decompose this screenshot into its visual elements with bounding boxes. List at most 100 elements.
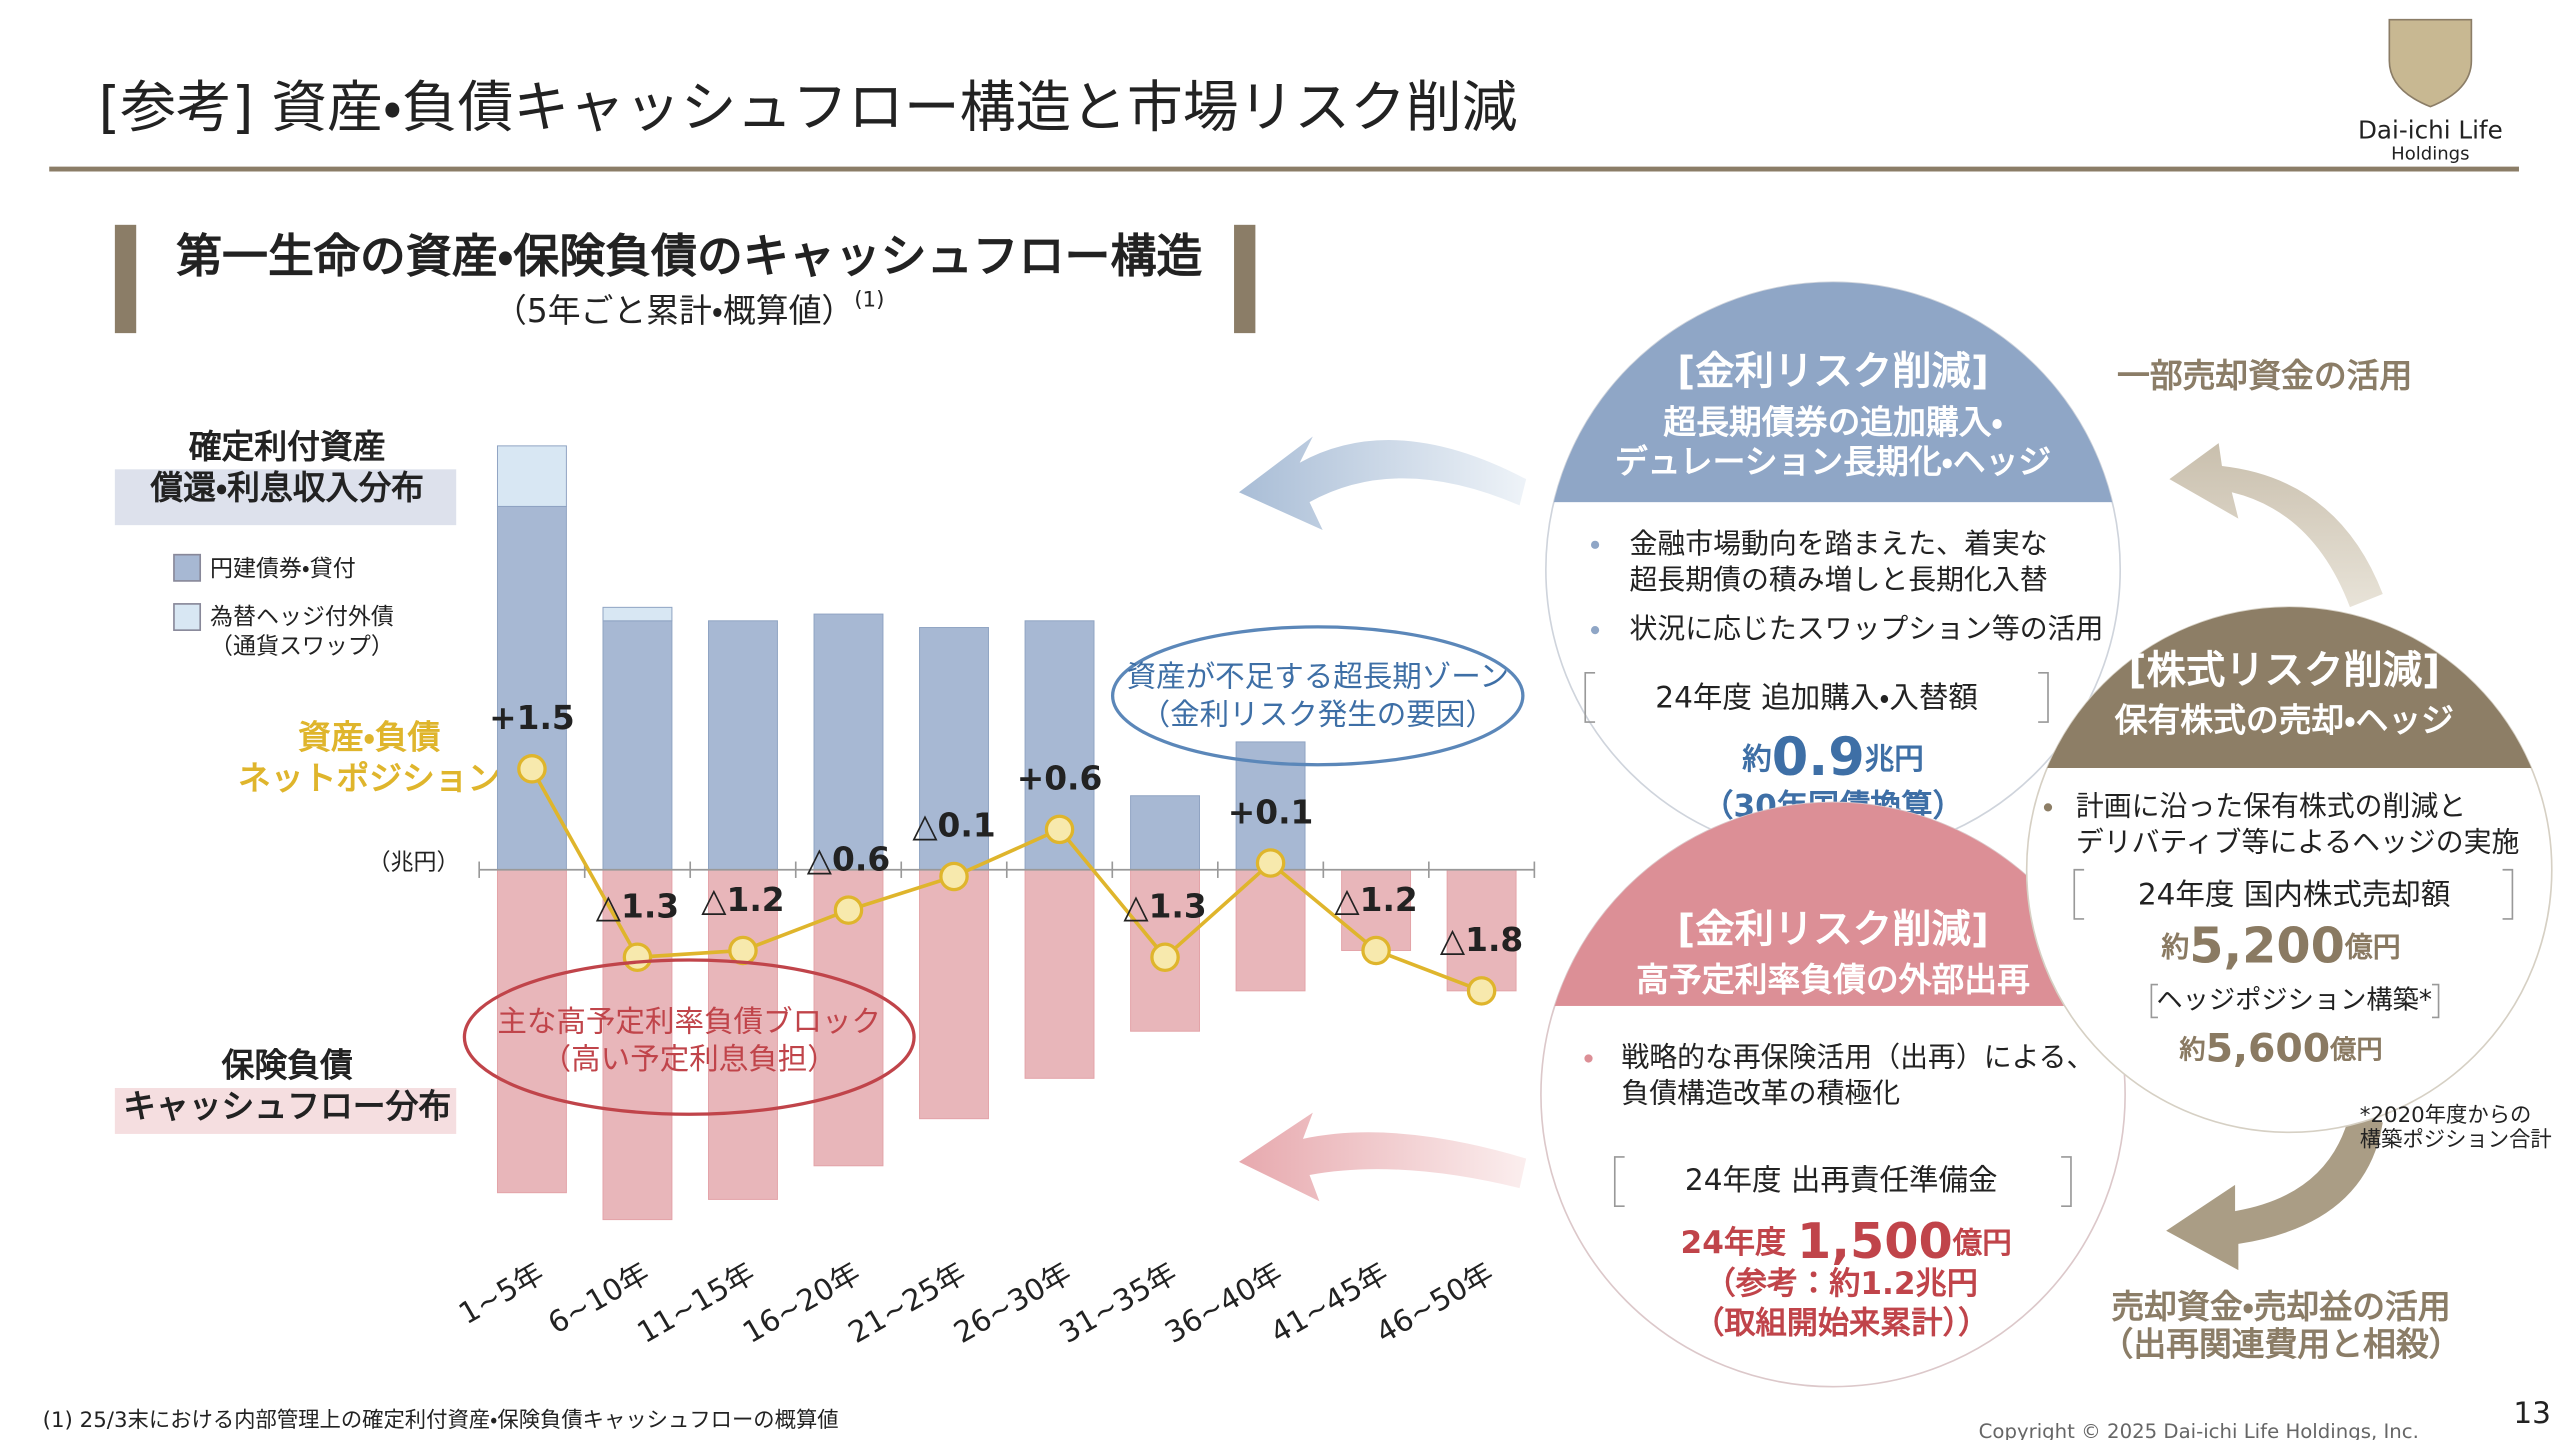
x-tick-label: 11~15年	[632, 1256, 761, 1350]
bar	[496, 869, 567, 1194]
circle-title: [金利リスク削減]	[1677, 349, 1989, 395]
x-tick-label: 31~35年	[1054, 1256, 1183, 1350]
amount-prefix: 約	[2161, 931, 2189, 964]
legend-label: 円建債券・貸付	[210, 556, 356, 582]
bullet-text: 状況に応じたスワップション等の活用	[1630, 612, 2104, 645]
bar	[602, 606, 673, 622]
copyright: Copyright © 2025 Dai-ichi Life Holdings,…	[1979, 1420, 2419, 1440]
data-label: △1.8	[1440, 921, 1523, 959]
x-tick-label: 21~25年	[843, 1256, 972, 1350]
legend-swatch	[173, 603, 202, 631]
bar	[1446, 869, 1517, 992]
net-point	[728, 935, 758, 966]
data-label: +0.1	[1228, 793, 1314, 831]
bullet-text: 金融市場動向を踏まえた、着実な超長期債の積み増しと長期化入替	[1630, 527, 2048, 596]
bullet	[1590, 626, 1600, 635]
page-title: [参考] 資産・負債キャッシュフロー構造と市場リスク削減	[98, 76, 1517, 141]
flow-label: 一部売却資金の活用	[2117, 357, 2412, 395]
equity-circle: [株式リスク削減] 保有株式の売却・ヘッジ 計画に沿った保有株式の削減とデリバテ…	[2025, 606, 2553, 1134]
bar	[813, 613, 884, 871]
annotation-ellipse	[462, 958, 916, 1116]
net-point	[517, 754, 547, 784]
bar	[602, 869, 673, 1221]
bar	[602, 620, 673, 871]
annotation: 資産が不足する超長期ゾーン（金利リスク発生の要因）	[1127, 659, 1509, 731]
circle-subtitle: 超長期債券の追加購入・デュレーション長期化・ヘッジ	[1615, 403, 2051, 480]
circle-title: [金利リスク削減]	[1677, 907, 1989, 953]
amount: 約0.9兆円	[1742, 726, 1924, 787]
circle-subtitle: 高予定利率負債の外部出再	[1636, 961, 2030, 999]
x-tick-label: 1~5年	[453, 1256, 550, 1331]
box-label: 24年度 出再責任準備金	[1685, 1163, 1998, 1197]
bar	[919, 869, 989, 1120]
data-label: △0.1	[912, 807, 995, 845]
rate-bottom-circle: [金利リスク削減] 高予定利率負債の外部出再 戦略的な再保険活用（出再）による、…	[1540, 801, 2126, 1388]
amount-value: 5,200	[2189, 916, 2345, 974]
footnote: (1) 25/3末における内部管理上の確定利付資産・保険負債キャッシュフローの概…	[43, 1408, 839, 1433]
amount-value: 0.9	[1772, 726, 1865, 787]
net-point	[833, 895, 864, 925]
annotation-ellipse	[1110, 625, 1525, 767]
x-tick-label: 36~40年	[1159, 1256, 1288, 1350]
rate-top-circle: [金利リスク削減] 超長期債券の追加購入・デュレーション長期化・ヘッジ 金融市場…	[1545, 281, 2122, 858]
data-label: △1.3	[596, 887, 679, 925]
hedge-label: ヘッジポジション構築*	[2156, 986, 2432, 1016]
bracket	[1584, 672, 2049, 723]
bullet	[1584, 1054, 1593, 1063]
subtitle-note: (1)	[854, 287, 884, 312]
amount-prefix: 24年度	[1681, 1225, 1798, 1261]
amount: 24年度 1,500億円	[1681, 1211, 2012, 1269]
net-label: 資産・負債ネットポジション	[238, 718, 501, 797]
bar	[1130, 795, 1201, 871]
amount-unit: 億円	[1952, 1225, 2012, 1259]
net-point	[1150, 942, 1180, 972]
annotation: 主な高予定利率負債ブロック（高い予定利息負担）	[497, 1004, 881, 1076]
arrow	[2169, 443, 2383, 608]
equity-note: *2020年度からの構築ポジション合計	[2360, 1103, 2552, 1153]
data-label: △1.2	[701, 881, 784, 919]
bar	[708, 620, 778, 871]
net-point	[1255, 848, 1286, 878]
page-number: 13	[2513, 1396, 2551, 1430]
bullet-text: 戦略的な再保険活用（出再）による、負債構造改革の積極化	[1621, 1040, 2094, 1109]
plot: 1~5年6~10年11~15年16~20年21~25年26~30年31~35年3…	[453, 445, 1536, 1350]
bar	[1235, 869, 1306, 992]
amount-note: （参考：約1.2兆円（取組開始来累計））	[1693, 1266, 1989, 1341]
liability-band	[114, 1088, 457, 1134]
hedge-amount: 約5,600億円	[2178, 1025, 2382, 1071]
net-line	[530, 767, 1483, 993]
asset-label: 確定利付資産償還・利息収入分布	[149, 428, 424, 507]
logo-mark	[2388, 18, 2473, 108]
x-tick-label: 46~50年	[1370, 1256, 1499, 1350]
box-label: 24年度 国内株式売却額	[2138, 878, 2451, 912]
box-label: 24年度 追加購入・入替額	[1655, 681, 1978, 715]
data-label: △1.3	[1123, 887, 1206, 925]
liability-label: 保険負債キャッシュフロー分布	[123, 1046, 451, 1125]
arrow	[1238, 436, 1527, 531]
bracket	[1613, 1156, 2072, 1207]
legend-label: 為替ヘッジ付外債（通貨スワップ）	[210, 604, 394, 660]
circle-title: [株式リスク削減]	[2128, 647, 2440, 693]
bar	[919, 627, 989, 871]
amount-unit: 億円	[2329, 1035, 2383, 1065]
net-point	[1466, 976, 1497, 1006]
bullet-text: 計画に沿った保有株式の削減とデリバティブ等によるヘッジの実施	[2076, 789, 2520, 858]
bracket	[2073, 868, 2514, 920]
arrow	[1238, 1112, 1527, 1202]
bar	[1024, 869, 1095, 1079]
unit-label: （兆円）	[368, 850, 460, 876]
amount-unit: 億円	[2344, 931, 2401, 964]
amount-prefix: 約	[2178, 1034, 2205, 1065]
amount-value: 1,500	[1797, 1211, 1953, 1269]
bracket	[2150, 983, 2440, 1019]
data-label: △0.6	[807, 840, 890, 878]
amount-unit: 兆円	[1865, 741, 1924, 775]
subtitle-text: （5年ごと累計・概算値）	[494, 291, 854, 329]
section-bar	[114, 224, 137, 334]
section-bar	[1234, 224, 1256, 334]
bar	[496, 445, 567, 507]
legend-swatch	[173, 553, 202, 582]
arrow	[2166, 1112, 2383, 1271]
